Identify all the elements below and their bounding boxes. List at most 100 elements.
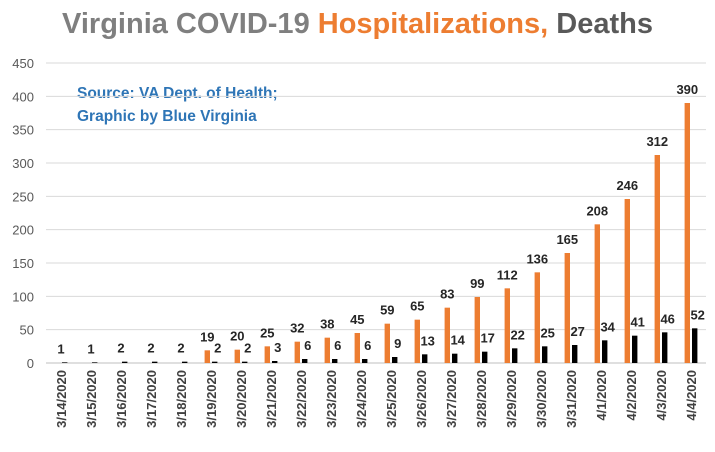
source-line: Source: VA Dept. of Health; [77,85,278,102]
death-data-label: 9 [394,336,401,351]
death-bar [422,354,428,363]
death-data-label: 34 [600,319,615,334]
hospitalization-data-label: 65 [410,299,424,314]
death-data-label: 22 [510,327,524,342]
death-bar [62,362,68,363]
death-data-label: 2 [244,341,251,356]
y-tick-label: 150 [12,256,34,271]
hospitalization-bar [204,350,210,363]
x-tick-label: 3/25/2020 [384,370,399,428]
x-tick-label: 4/4/2020 [684,370,699,421]
x-tick-label: 3/18/2020 [174,370,189,428]
credit-line: Graphic by Blue Virginia [77,108,257,125]
death-data-label: 1 [87,341,94,356]
hospitalization-bar [294,341,300,363]
death-bar [452,353,458,363]
y-tick-label: 450 [12,56,34,71]
death-bar [392,357,398,363]
hospitalization-data-label: 99 [470,276,484,291]
death-bar [692,328,698,363]
hospitalization-data-label: 38 [320,317,334,332]
x-tick-label: 3/14/2020 [54,370,69,428]
death-bar [182,361,188,363]
source-annotation: Source: VA Dept. of Health; Graphic by B… [77,82,278,128]
x-tick-label: 3/17/2020 [144,370,159,428]
death-data-label: 41 [630,315,644,330]
hospitalization-bar [414,319,420,363]
y-tick-label: 400 [12,89,34,104]
hospitalization-bar [624,199,630,363]
death-bar [92,362,98,363]
hospitalization-bar [234,349,240,363]
hospitalization-bar [534,272,540,363]
hospitalization-bar [444,307,450,363]
death-data-label: 2 [117,341,124,356]
death-bar [272,361,278,363]
x-tick-label: 3/16/2020 [114,370,129,428]
death-bar [512,348,518,363]
hospitalization-bar [474,297,480,363]
hospitalization-data-label: 59 [380,303,394,318]
x-tick-label: 3/21/2020 [264,370,279,428]
death-bar [632,335,638,363]
death-data-label: 46 [660,311,674,326]
death-data-label: 25 [540,325,554,340]
hospitalization-bar [594,224,600,363]
x-tick-label: 3/22/2020 [294,370,309,428]
x-tick-label: 3/19/2020 [204,370,219,428]
chart-title: Virginia COVID-19 Hospitalizations, Deat… [0,8,715,41]
hospitalization-data-label: 19 [200,329,214,344]
hospitalization-bar [324,337,330,363]
hospitalization-data-label: 83 [440,287,454,302]
y-tick-label: 100 [12,289,34,304]
death-data-label: 1 [57,341,64,356]
x-tick-label: 3/24/2020 [354,370,369,428]
hospitalization-data-label: 165 [556,232,578,247]
death-data-label: 6 [364,338,371,353]
y-tick-label: 200 [12,223,34,238]
death-data-label: 13 [420,333,434,348]
hospitalization-data-label: 45 [350,312,364,327]
hospitalization-bar [504,288,510,363]
hospitalization-bar [564,253,570,363]
x-tick-label: 4/3/2020 [654,370,669,421]
hospitalization-data-label: 246 [616,178,638,193]
death-data-label: 3 [274,340,281,355]
death-bar [482,351,488,363]
hospitalization-data-label: 112 [497,267,518,282]
title-part: Deaths [548,8,653,40]
death-bar [242,361,248,363]
death-bar [662,332,668,363]
x-tick-label: 3/26/2020 [414,370,429,428]
death-bar [212,361,218,363]
x-tick-label: 3/30/2020 [534,370,549,428]
x-tick-label: 3/29/2020 [504,370,519,428]
death-data-label: 2 [214,341,221,356]
hospitalization-bar [264,346,270,363]
hospitalization-data-label: 32 [290,321,304,336]
hospitalization-data-label: 136 [526,251,548,266]
x-tick-label: 3/15/2020 [84,370,99,428]
death-data-label: 52 [690,307,704,322]
x-tick-label: 3/20/2020 [234,370,249,428]
y-tick-label: 50 [20,323,34,338]
hospitalization-data-label: 25 [260,325,274,340]
death-data-label: 27 [570,324,584,339]
y-tick-label: 300 [12,156,34,171]
x-tick-label: 3/28/2020 [474,370,489,428]
hospitalization-bar [354,333,360,363]
x-tick-label: 3/31/2020 [564,370,579,428]
death-data-label: 2 [177,341,184,356]
hospitalization-data-label: 390 [676,82,698,97]
hospitalization-bar [654,155,660,363]
hospitalization-data-label: 20 [230,329,244,344]
death-bar [602,340,608,363]
death-bar [362,359,368,363]
hospitalization-data-label: 312 [646,134,668,149]
death-bar [302,359,308,363]
y-tick-label: 350 [12,123,34,138]
x-tick-label: 3/23/2020 [324,370,339,428]
hospitalization-bar [384,323,390,363]
x-tick-label: 4/1/2020 [594,370,609,421]
